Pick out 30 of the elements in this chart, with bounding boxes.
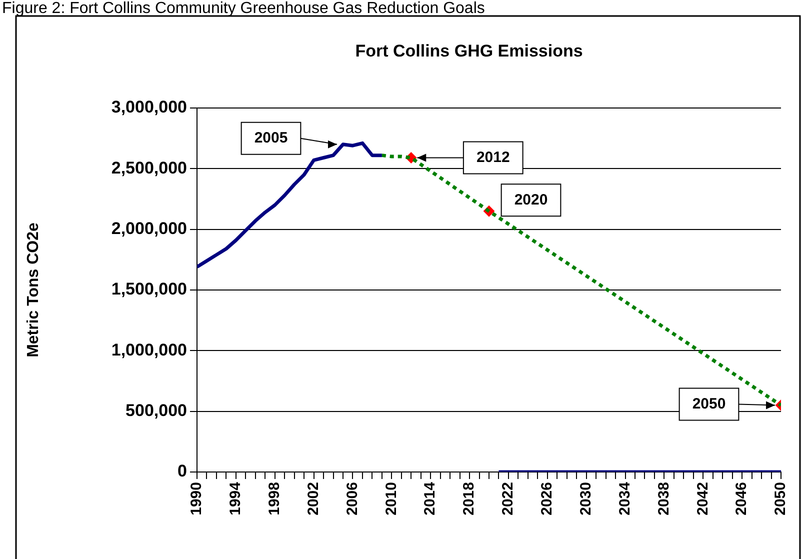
caption: Figure 2: Fort Collins Community Greenhouse Gas Reduction Goals (2, 0, 485, 18)
x-tick-label: 2002 (304, 482, 322, 516)
y-tick-label: 500,000 (126, 401, 187, 420)
x-tick-label: 1994 (227, 481, 244, 516)
x-tick-label: 2046 (733, 482, 750, 516)
x-tick-label: 1998 (266, 482, 284, 516)
x-tick-label: 2050 (772, 482, 790, 516)
annotation: 2050 (692, 395, 726, 412)
annotation: 2005 (254, 130, 288, 147)
x-tick-label: 2030 (577, 482, 594, 516)
y-tick-label: 0 (178, 462, 187, 481)
annotation: 2012 (476, 148, 510, 166)
chart-title: Fort Collins GHG Emissions (355, 42, 583, 61)
x-tick-label: 2038 (655, 482, 672, 516)
x-tick-label: 2026 (538, 482, 556, 516)
x-tick-label: 2018 (460, 482, 478, 516)
y-tick-label: 1,000,000 (111, 340, 187, 360)
x-tick-label: 2034 (616, 481, 634, 516)
x-tick-label: 2010 (382, 482, 400, 516)
x-tick-label: 1990 (188, 482, 206, 516)
x-tick-label: 2022 (500, 482, 517, 516)
x-tick-label: 2006 (344, 482, 361, 516)
y-tick-label: 2,500,000 (111, 158, 187, 178)
annotation: 2020 (514, 191, 548, 208)
y-tick-label: 2,000,000 (111, 219, 187, 238)
x-tick-label: 2042 (694, 482, 712, 516)
y-tick-label: 3,000,000 (111, 98, 187, 117)
x-tick-label: 2014 (422, 481, 439, 516)
y-tick-label: 1,500,000 (111, 280, 187, 299)
y-axis-title: Metric Tons CO2e (25, 222, 42, 358)
